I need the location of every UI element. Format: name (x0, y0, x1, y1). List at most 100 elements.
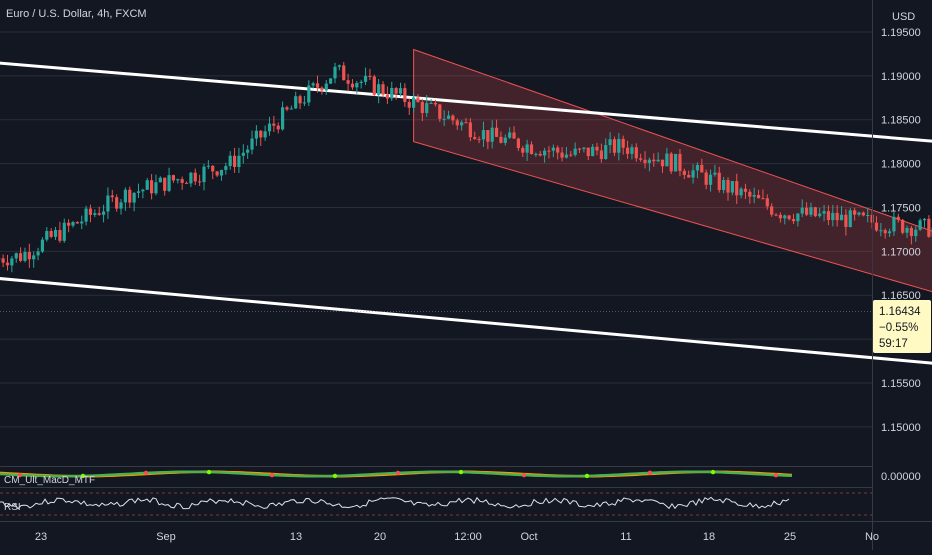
candle-body (63, 223, 66, 241)
candle-body (320, 88, 323, 91)
candle-body (255, 131, 258, 139)
candle-body (853, 210, 856, 214)
candle-body (543, 151, 546, 156)
candle-body (429, 103, 432, 104)
candle-body (582, 148, 585, 149)
price-tick-label: 1.15000 (881, 422, 921, 434)
candle-body (613, 139, 616, 153)
candle-body (294, 96, 297, 108)
candle-body (220, 170, 223, 176)
candle-body (840, 215, 843, 220)
candle-body (395, 88, 398, 94)
macd-cross-dot (522, 473, 526, 477)
candle-body (360, 82, 363, 83)
candle-body (919, 220, 922, 230)
candle-body (609, 139, 612, 145)
candle-body (626, 148, 629, 154)
candle-body (124, 190, 127, 203)
candle-body (836, 213, 839, 220)
candle-body (45, 231, 48, 240)
candle-body (696, 165, 699, 170)
candle-body (28, 252, 31, 259)
candle-body (486, 130, 489, 142)
candle-body (827, 211, 830, 220)
candle-body (661, 160, 664, 167)
candle-body (23, 252, 26, 261)
candle-body (822, 211, 825, 213)
candle-body (181, 179, 184, 183)
candle-body (159, 178, 162, 183)
candle-body (478, 139, 481, 140)
candle-body (128, 190, 131, 203)
rsi-label: RSI (4, 502, 21, 513)
candle-body (111, 196, 114, 198)
candle-body (574, 149, 577, 155)
price-tick-label: 1.17500 (881, 202, 921, 214)
badge-price: 1.16434 (879, 306, 921, 318)
candle-body (709, 175, 712, 185)
candle-body (242, 153, 245, 156)
candle-body (604, 145, 607, 159)
candle-body (735, 181, 738, 195)
time-tick-label: 20 (374, 531, 386, 543)
candle-body (403, 88, 406, 102)
macd-cross-dot (207, 470, 211, 474)
candle-body (512, 132, 515, 138)
candle-body (307, 86, 310, 103)
macd-cross-dot (648, 471, 652, 475)
candle-body (434, 103, 437, 104)
candle-body (285, 107, 288, 109)
candle-body (216, 171, 219, 175)
candle-body (15, 253, 18, 258)
candle-body (905, 228, 908, 233)
candle-body (67, 223, 70, 226)
candle-body (338, 65, 341, 66)
candle-body (316, 83, 319, 87)
candle-body (683, 171, 686, 175)
candle-body (298, 96, 301, 103)
candle-body (154, 182, 157, 193)
candle-body (643, 160, 646, 163)
candle-body (198, 181, 201, 182)
time-tick-label: 25 (784, 531, 796, 543)
candle-body (102, 212, 105, 215)
candle-body (914, 230, 917, 236)
candle-body (71, 222, 74, 226)
candle-body (862, 213, 865, 216)
candle-body (246, 150, 249, 153)
currency-label: USD (892, 11, 915, 23)
candle-body (386, 95, 389, 99)
macd-cross-dot (270, 473, 274, 477)
candle-body (901, 220, 904, 233)
candle-body (792, 219, 795, 221)
candle-body (281, 107, 284, 129)
candle-body (504, 138, 507, 143)
candle-body (408, 102, 411, 108)
candle-body (137, 191, 140, 193)
candle-body (451, 116, 454, 121)
candle-body (595, 147, 598, 151)
candle-body (731, 181, 734, 193)
candle-body (207, 166, 210, 167)
candle-body (80, 222, 83, 224)
candle-body (783, 215, 786, 218)
candle-body (416, 97, 419, 102)
candle-body (591, 147, 594, 156)
candle-body (844, 215, 847, 227)
candle-body (36, 252, 39, 256)
candle-body (892, 217, 895, 232)
candle-body (801, 208, 804, 214)
candle-body (237, 156, 240, 167)
candle-body (268, 124, 271, 132)
candle-body (347, 80, 350, 84)
candle-body (897, 217, 900, 220)
candle-body (172, 175, 175, 180)
candle-body (185, 183, 188, 184)
macd-cross-dot (585, 474, 589, 478)
candle-body (622, 139, 625, 148)
candle-body (569, 155, 572, 156)
candle-body (202, 167, 205, 182)
candle-body (41, 240, 44, 252)
